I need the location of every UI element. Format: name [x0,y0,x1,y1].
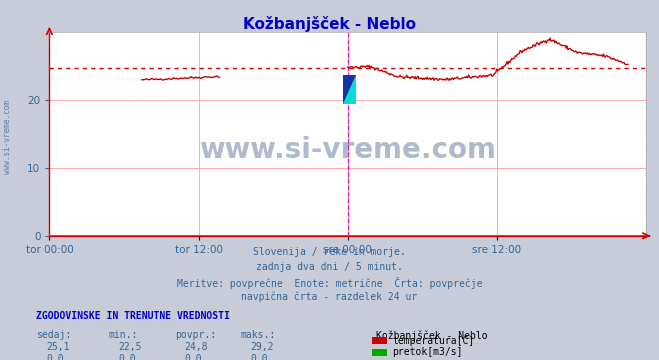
Text: Kožbanjšček - Neblo: Kožbanjšček - Neblo [243,16,416,32]
Text: 25,1: 25,1 [46,342,70,352]
Text: min.:: min.: [109,330,138,340]
Text: pretok[m3/s]: pretok[m3/s] [392,347,463,357]
Text: 24,8: 24,8 [185,342,208,352]
Text: www.si-vreme.com: www.si-vreme.com [3,100,13,174]
Text: 0,0: 0,0 [250,354,268,360]
Text: maks.:: maks.: [241,330,275,340]
Polygon shape [343,75,356,104]
Text: 0,0: 0,0 [185,354,202,360]
Text: 22,5: 22,5 [119,342,142,352]
Text: Meritve: povprečne  Enote: metrične  Črta: povprečje: Meritve: povprečne Enote: metrične Črta:… [177,277,482,289]
Text: navpična črta - razdelek 24 ur: navpična črta - razdelek 24 ur [241,292,418,302]
Text: sedaj:: sedaj: [36,330,71,340]
Text: Kožbanjšček - Neblo: Kožbanjšček - Neblo [376,330,487,341]
Text: 0,0: 0,0 [119,354,136,360]
Text: ZGODOVINSKE IN TRENUTNE VREDNOSTI: ZGODOVINSKE IN TRENUTNE VREDNOSTI [36,311,230,321]
Text: Slovenija / reke in morje.: Slovenija / reke in morje. [253,247,406,257]
Text: temperatura[C]: temperatura[C] [392,336,474,346]
Text: 29,2: 29,2 [250,342,274,352]
Bar [343,75,356,104]
Text: www.si-vreme.com: www.si-vreme.com [199,136,496,165]
Text: 0,0: 0,0 [46,354,64,360]
Polygon shape [343,75,356,104]
Text: povpr.:: povpr.: [175,330,215,340]
Text: zadnja dva dni / 5 minut.: zadnja dva dni / 5 minut. [256,262,403,272]
